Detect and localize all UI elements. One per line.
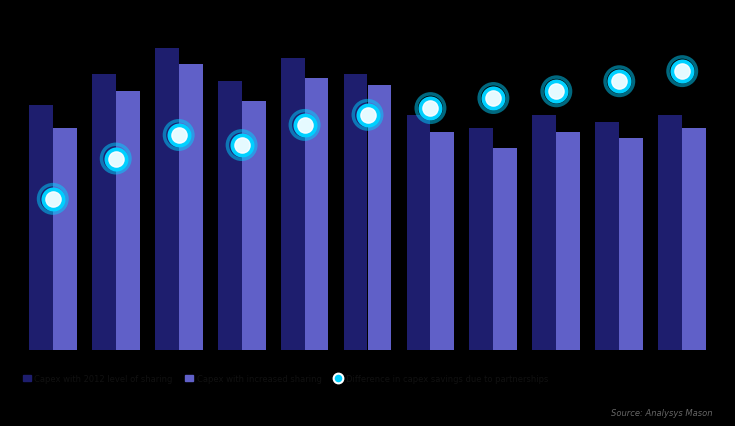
Bar — [53, 129, 76, 350]
Point — [487, 95, 499, 102]
Point — [676, 69, 688, 75]
Point — [551, 89, 562, 95]
Point — [614, 79, 625, 86]
Point — [47, 196, 59, 203]
Legend: Capex with 2012 level of sharing, Capex with increased sharing, Difference in ca: Capex with 2012 level of sharing, Capex … — [19, 371, 551, 386]
Point — [298, 122, 310, 129]
Bar — [368, 85, 392, 350]
Bar — [343, 75, 368, 350]
Point — [676, 69, 688, 75]
Point — [236, 142, 248, 149]
Bar — [620, 139, 643, 350]
Text: Source: Analysys Mason: Source: Analysys Mason — [612, 409, 713, 417]
Bar — [406, 115, 431, 350]
Point — [236, 142, 248, 149]
Point — [425, 106, 437, 112]
Point — [425, 106, 437, 112]
Bar — [304, 79, 329, 350]
Point — [173, 132, 184, 139]
Bar — [431, 132, 454, 350]
Bar — [155, 49, 179, 350]
Point — [362, 112, 373, 119]
Point — [298, 122, 310, 129]
Bar — [532, 115, 556, 350]
Bar — [682, 129, 706, 350]
Point — [298, 122, 310, 129]
Point — [614, 79, 625, 86]
Bar — [470, 129, 493, 350]
Point — [551, 89, 562, 95]
Point — [362, 112, 373, 119]
Bar — [218, 82, 242, 350]
Bar — [556, 132, 580, 350]
Bar — [92, 75, 115, 350]
Bar — [595, 122, 620, 350]
Point — [676, 69, 688, 75]
Bar — [242, 102, 265, 350]
Bar — [179, 65, 203, 350]
Point — [110, 156, 121, 163]
Point — [47, 196, 59, 203]
Bar — [659, 115, 682, 350]
Point — [614, 79, 625, 86]
Point — [425, 106, 437, 112]
Bar — [493, 149, 517, 350]
Point — [487, 95, 499, 102]
Point — [362, 112, 373, 119]
Bar — [281, 58, 304, 350]
Bar — [115, 92, 140, 350]
Point — [236, 142, 248, 149]
Point — [173, 132, 184, 139]
Point — [551, 89, 562, 95]
Bar — [29, 106, 53, 350]
Point — [487, 95, 499, 102]
Point — [173, 132, 184, 139]
Point — [110, 156, 121, 163]
Point — [47, 196, 59, 203]
Point — [110, 156, 121, 163]
